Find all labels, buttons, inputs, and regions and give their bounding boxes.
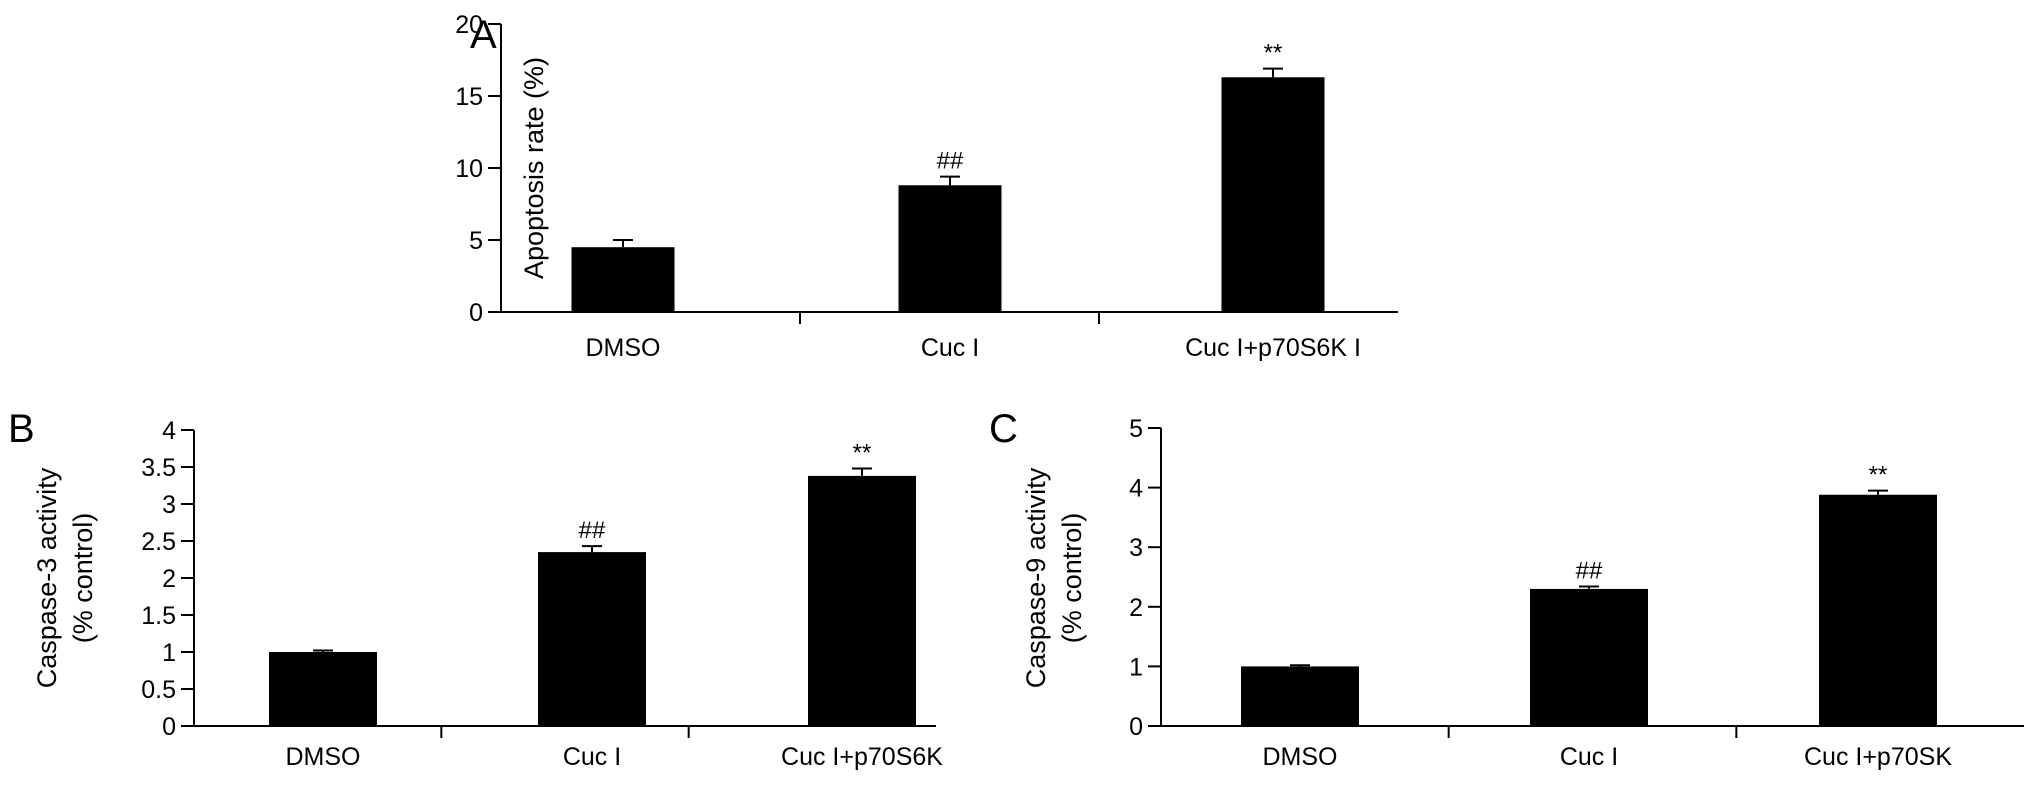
y-axis-label-a: Apoptosis rate (%)	[519, 57, 549, 279]
y-tick-label-a: 20	[455, 11, 483, 39]
panel-b: B 0 0.5 1 1.5 2 2.5 3 3.5 4 DMSO ## Cuc I ** Cuc I+p70…	[8, 407, 943, 771]
y-tick-label-c: 3	[1129, 534, 1143, 562]
y-tick-label-b: 2	[162, 565, 176, 593]
y-tick-label-a: 0	[469, 299, 483, 327]
significance-label-b-2: ##	[579, 517, 606, 544]
y-tick-label-c: 5	[1129, 415, 1143, 443]
y-tick-label-a: 5	[469, 227, 483, 255]
y-tick-label-b: 1	[162, 639, 176, 667]
y-tick-label-b: 4	[162, 417, 176, 445]
bar-b-1	[269, 652, 377, 726]
panel-letter-a: A	[470, 13, 497, 57]
bar-b-2	[538, 552, 646, 726]
bar-b-3	[808, 475, 916, 726]
panel-letter-c: C	[989, 407, 1018, 451]
panel-c: C 0 1 2 3 4 5 DMSO ## Cuc I ** Cuc I+p70SK Caspase-9…	[989, 407, 2024, 771]
bar-c-3	[1819, 494, 1937, 726]
y-tick-label-b: 0	[162, 713, 176, 741]
category-label-c-1: DMSO	[1263, 743, 1338, 771]
y-axis-label-c-line-2: (% control)	[1057, 513, 1087, 644]
y-tick-label-a: 10	[455, 155, 483, 183]
y-tick-label-b: 3	[162, 491, 176, 519]
significance-label-a-3: **	[1264, 40, 1283, 67]
panel-letter-b: B	[8, 407, 35, 451]
category-label-b-1: DMSO	[286, 743, 361, 771]
y-tick-label-c: 1	[1129, 653, 1143, 681]
y-tick-label-b: 1.5	[141, 602, 176, 630]
y-tick-label-a: 15	[455, 83, 483, 111]
category-label-b-3: Cuc I+p70S6K	[781, 743, 943, 771]
bar-a-2	[898, 185, 1002, 312]
category-label-c-3: Cuc I+p70SK	[1804, 743, 1952, 771]
significance-label-c-3: **	[1869, 462, 1888, 489]
category-label-b-2: Cuc I	[563, 743, 621, 771]
significance-label-b-3: **	[853, 439, 872, 466]
significance-label-c-2: ##	[1576, 558, 1603, 585]
panel-a: A 0 5 10 15 20 DMSO ## Cuc I ** Cuc I+p70S6K I Apop…	[455, 11, 1398, 362]
y-axis-label-b-line-1: Caspase-3 activity	[32, 467, 62, 688]
y-axis-label-c-line-1: Caspase-9 activity	[1021, 467, 1051, 688]
y-tick-label-b: 2.5	[141, 528, 176, 556]
y-tick-label-c: 4	[1129, 475, 1143, 503]
bar-c-1	[1241, 666, 1359, 726]
y-tick-label-c: 0	[1129, 713, 1143, 741]
category-label-a-2: Cuc I	[921, 334, 979, 362]
category-label-a-1: DMSO	[586, 334, 661, 362]
category-label-c-2: Cuc I	[1560, 743, 1618, 771]
significance-label-a-2: ##	[937, 148, 964, 175]
y-tick-label-b: 3.5	[141, 454, 176, 482]
bar-a-1	[571, 247, 675, 312]
bar-a-3	[1221, 77, 1325, 312]
y-tick-label-c: 2	[1129, 594, 1143, 622]
y-tick-label-b: 0.5	[141, 676, 176, 704]
y-axis-label-b-line-2: (% control)	[68, 513, 98, 644]
category-label-a-3: Cuc I+p70S6K I	[1185, 334, 1361, 362]
bar-c-2	[1530, 588, 1648, 726]
